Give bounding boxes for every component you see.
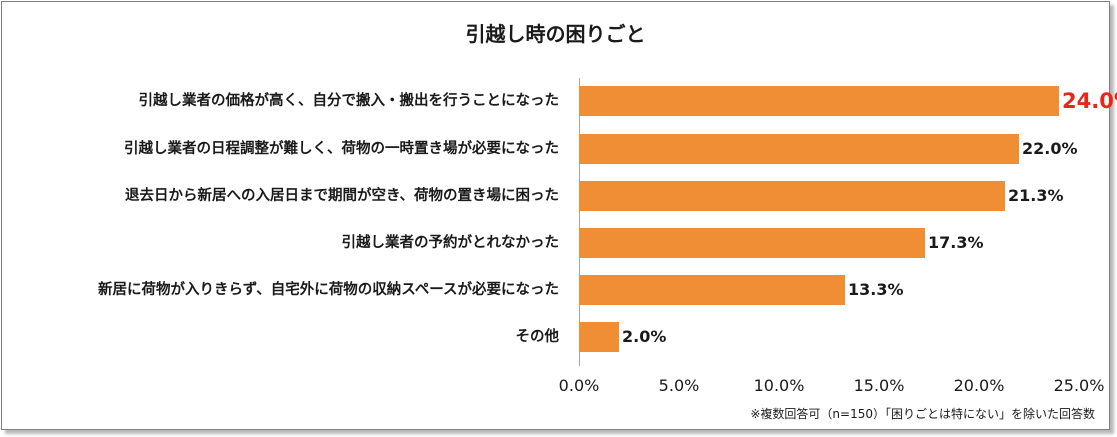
x-tick-label: 25.0% — [1053, 376, 1105, 395]
chart-title: 引越し時の困りごと — [465, 22, 646, 46]
category-label: その他 — [515, 329, 560, 345]
x-tick-label: 20.0% — [953, 376, 1005, 395]
value-label: 13.3% — [848, 280, 904, 299]
value-label: 22.0% — [1022, 139, 1078, 158]
bar — [579, 86, 1059, 116]
value-label: 17.3% — [928, 233, 984, 252]
category-label: 引越し業者の予約がとれなかった — [341, 235, 560, 251]
chart-note: ※複数回答可（n=150）「困りごとは特にない」を除いた回答数 — [750, 407, 1095, 421]
category-label: 新居に荷物が入りきらず、自宅外に荷物の収納スペースが必要になった — [98, 282, 559, 298]
bar — [579, 181, 1005, 211]
category-label: 引越し業者の価格が高く、自分で搬入・搬出を行うことになった — [138, 93, 560, 109]
category-label: 退去日から新居への入居日まで期間が空き、荷物の置き場に困った — [125, 188, 559, 204]
category-label: 引越し業者の日程調整が難しく、荷物の一時置き場が必要になった — [124, 141, 559, 157]
x-tick-label: 5.0% — [658, 376, 700, 395]
x-tick-label: 15.0% — [853, 376, 905, 395]
value-label: 21.3% — [1008, 186, 1064, 205]
x-tick-label: 0.0% — [558, 376, 600, 395]
x-tick-label: 10.0% — [753, 376, 805, 395]
bar — [579, 228, 925, 258]
bar — [579, 275, 845, 305]
bar — [579, 134, 1019, 164]
value-label: 24.0% — [1062, 89, 1117, 113]
bar — [579, 322, 619, 352]
y-axis-line — [579, 78, 580, 366]
value-label: 2.0% — [622, 327, 667, 346]
